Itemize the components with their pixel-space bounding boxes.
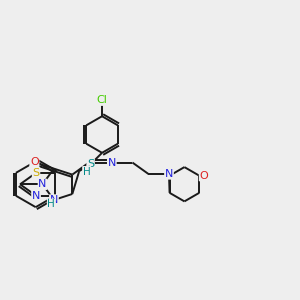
Text: Cl: Cl (97, 95, 107, 105)
Text: N: N (165, 169, 173, 179)
Text: S: S (32, 168, 40, 178)
Text: O: O (30, 157, 39, 167)
Text: N: N (108, 158, 116, 167)
Text: O: O (200, 171, 208, 181)
Text: N: N (50, 195, 58, 205)
Text: N: N (32, 191, 40, 201)
Text: S: S (87, 159, 94, 169)
Text: N: N (38, 179, 47, 189)
Text: H: H (47, 199, 55, 209)
Text: H: H (83, 167, 91, 177)
